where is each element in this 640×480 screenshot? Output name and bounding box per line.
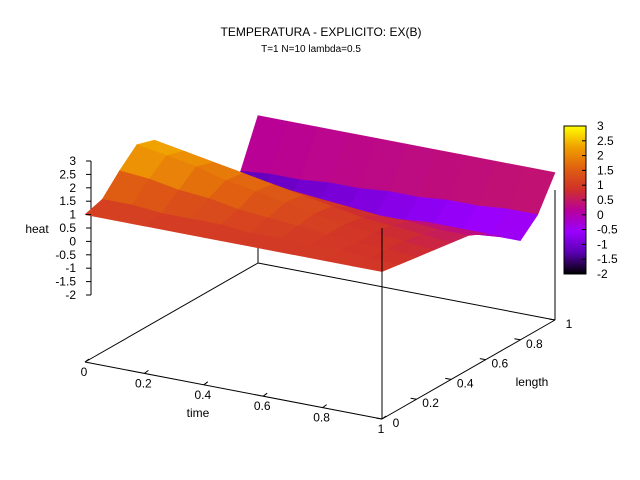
colorbar-tick-label: -0.5 xyxy=(597,223,618,237)
y-tick xyxy=(514,338,521,341)
axis-ticks: 00.20.40.60.81 00.20.40.60.8132.521.510.5… xyxy=(55,154,572,436)
x-tick-label: 0 xyxy=(81,365,88,379)
z-tick-label: 0 xyxy=(69,234,76,248)
z-tick-label: 3 xyxy=(69,154,76,168)
y-tick-label: 0.6 xyxy=(491,357,508,371)
chart-title: TEMPERATURA - EXPLICITO: EX(B) xyxy=(221,25,422,39)
y-tick-label: 1 xyxy=(566,317,573,331)
z-tick-label: 2.5 xyxy=(59,167,76,181)
x-tick-label: 0.2 xyxy=(135,376,152,390)
y-tick xyxy=(410,397,417,400)
x-tick-label: 0.4 xyxy=(194,388,211,402)
y-tick xyxy=(375,417,383,420)
colorbar-tick-label: 0 xyxy=(597,208,604,222)
colorbar-tick-label: 1 xyxy=(597,178,604,192)
colorbar-tick-label: -1.5 xyxy=(597,252,618,266)
z-tick-label: 0.5 xyxy=(59,221,76,235)
x-tick xyxy=(262,392,268,397)
colorbar-tick-label: -1 xyxy=(597,237,608,251)
y-tick xyxy=(548,318,556,321)
colorbar-tick-label: 0.5 xyxy=(597,193,614,207)
y-tick xyxy=(445,377,452,380)
z-tick-label: 2 xyxy=(69,181,76,195)
y-tick-label: 0.8 xyxy=(526,337,543,351)
x-tick-label: 1 xyxy=(378,422,385,436)
floor-edge-back xyxy=(257,262,556,321)
x-tick xyxy=(381,415,387,420)
y-tick-label: 0.4 xyxy=(457,376,474,390)
z-tick-label: -1.5 xyxy=(55,275,76,289)
z-tick-label: -1 xyxy=(65,261,76,275)
y-tick xyxy=(479,358,486,361)
colorbar-tick-label: 1.5 xyxy=(597,163,614,177)
z-tick-label: 1 xyxy=(69,208,76,222)
colorbar-tick-label: 3 xyxy=(597,119,604,133)
y-axis-line xyxy=(381,319,556,420)
x-axis-line xyxy=(84,361,383,420)
z-tick-label: -0.5 xyxy=(55,248,76,262)
x-tick xyxy=(84,358,90,363)
x-tick-label: 0.8 xyxy=(313,411,330,425)
surface xyxy=(84,115,556,272)
x-axis-label: time xyxy=(187,406,210,420)
y-tick-label: 0 xyxy=(393,416,400,430)
x-tick xyxy=(203,381,209,386)
z-tick-label: -2 xyxy=(65,288,76,302)
z-tick-label: 1.5 xyxy=(59,194,76,208)
colorbar-tick-label: -2 xyxy=(597,267,608,281)
colorbar: 32.521.510.50-0.5-1-1.5-2 xyxy=(563,119,618,281)
y-tick-label: 0.2 xyxy=(422,396,439,410)
x-tick-label: 0.6 xyxy=(254,399,271,413)
surface-patch xyxy=(351,258,401,272)
floor-edge-left xyxy=(84,262,259,363)
chart-subtitle: T=1 N=10 lambda=0.5 xyxy=(261,44,361,55)
x-tick xyxy=(322,404,327,409)
z-axis-label: heat xyxy=(25,222,49,236)
colorbar-tick-label: 2.5 xyxy=(597,134,614,148)
y-axis-label: length xyxy=(516,375,549,389)
colorbar-tick-label: 2 xyxy=(597,149,604,163)
x-tick xyxy=(144,369,149,374)
axis-box-front xyxy=(84,190,556,420)
